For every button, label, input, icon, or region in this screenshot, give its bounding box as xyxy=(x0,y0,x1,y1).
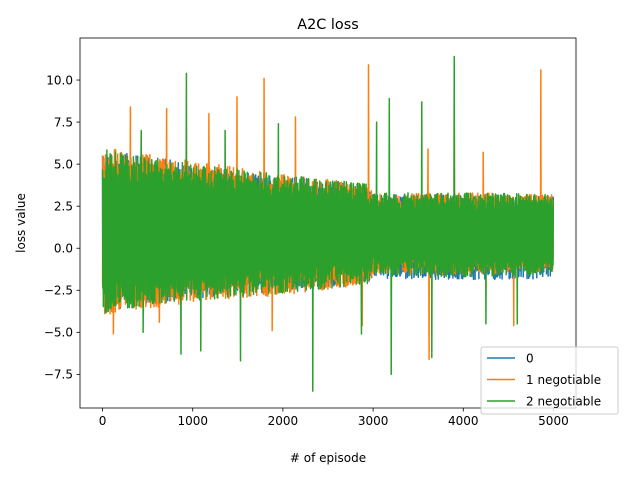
legend-label: 1 negotiable xyxy=(526,373,601,387)
y-axis: −7.5 −5.0 −2.5 0.0 2.5 5.0 7.5 10.0 xyxy=(44,73,80,382)
y-tick-label: 10.0 xyxy=(46,73,73,87)
y-tick-label: 0.0 xyxy=(54,242,73,256)
y-tick-label: −2.5 xyxy=(44,284,73,298)
x-tick-label: 3000 xyxy=(358,414,389,428)
chart-title: A2C loss xyxy=(297,17,358,33)
plot-frame xyxy=(79,37,577,409)
y-tick-label: 5.0 xyxy=(54,157,73,171)
x-tick-label: 4000 xyxy=(448,414,479,428)
series-line-3 xyxy=(101,55,555,392)
legend-label: 0 xyxy=(526,351,534,365)
x-axis: 0 1000 2000 3000 4000 5000 xyxy=(99,408,569,428)
y-tick-label: 2.5 xyxy=(54,199,73,213)
y-tick-label: 7.5 xyxy=(54,115,73,129)
x-tick-label: 0 xyxy=(99,414,107,428)
y-axis-label: loss value xyxy=(14,193,28,253)
y-tick-label: −5.0 xyxy=(44,326,73,340)
legend: 0 1 negotiable 2 negotiable xyxy=(480,346,619,415)
x-axis-label: # of episode xyxy=(290,451,366,465)
legend-box xyxy=(480,346,619,415)
x-tick-label: 5000 xyxy=(538,414,569,428)
x-tick-label: 1000 xyxy=(177,414,208,428)
x-tick-label: 2000 xyxy=(268,414,299,428)
legend-label: 2 negotiable xyxy=(526,394,601,408)
y-tick-label: −7.5 xyxy=(44,368,73,382)
plot-area xyxy=(101,55,555,392)
